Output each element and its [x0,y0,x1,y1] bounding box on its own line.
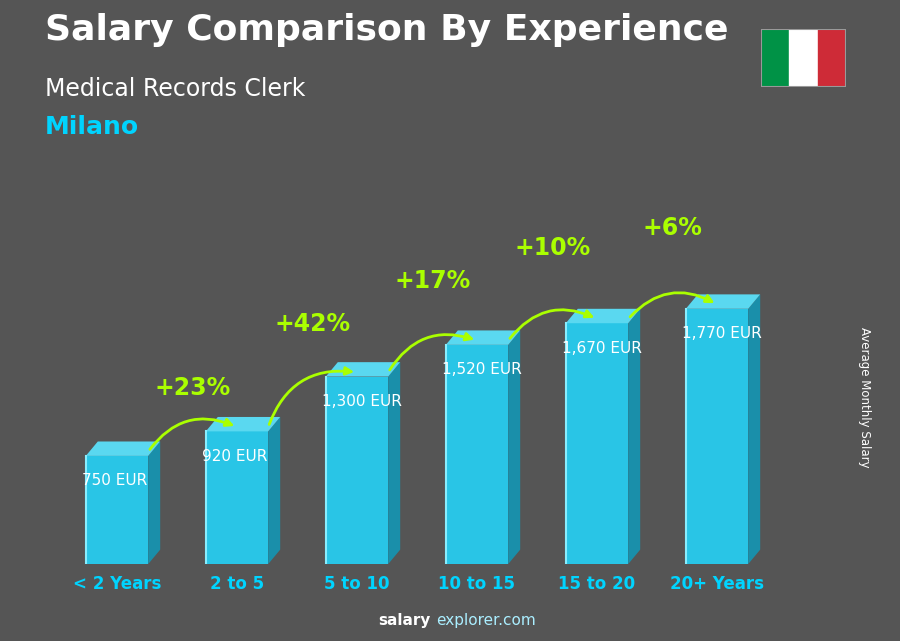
Text: +10%: +10% [515,236,590,260]
Polygon shape [748,294,760,564]
Text: salary: salary [378,613,430,628]
Bar [789,29,817,87]
Text: Milano: Milano [45,115,140,139]
Polygon shape [566,309,640,323]
Polygon shape [628,309,640,564]
Polygon shape [566,323,628,564]
Polygon shape [268,417,280,564]
Text: 920 EUR: 920 EUR [202,449,267,463]
Text: 1,520 EUR: 1,520 EUR [442,362,522,377]
Bar [760,29,789,87]
Text: +23%: +23% [155,376,230,400]
Polygon shape [686,294,760,309]
Polygon shape [326,377,388,564]
Polygon shape [446,345,508,564]
Polygon shape [86,442,160,456]
Polygon shape [148,442,160,564]
Text: +17%: +17% [394,269,471,293]
Polygon shape [206,417,280,431]
Text: +42%: +42% [274,312,351,336]
Polygon shape [388,362,400,564]
Polygon shape [686,309,748,564]
Text: Medical Records Clerk: Medical Records Clerk [45,77,305,101]
Text: 750 EUR: 750 EUR [82,473,148,488]
Text: explorer.com: explorer.com [436,613,536,628]
Text: Average Monthly Salary: Average Monthly Salary [858,327,870,468]
Polygon shape [508,331,520,564]
Text: 1,770 EUR: 1,770 EUR [682,326,762,341]
Text: 1,300 EUR: 1,300 EUR [322,394,402,409]
Polygon shape [326,362,400,377]
Text: 1,670 EUR: 1,670 EUR [562,340,642,356]
Polygon shape [446,331,520,345]
Polygon shape [86,456,148,564]
Bar [817,29,846,87]
Text: Salary Comparison By Experience: Salary Comparison By Experience [45,13,728,47]
Text: +6%: +6% [643,215,703,240]
Polygon shape [206,431,268,564]
